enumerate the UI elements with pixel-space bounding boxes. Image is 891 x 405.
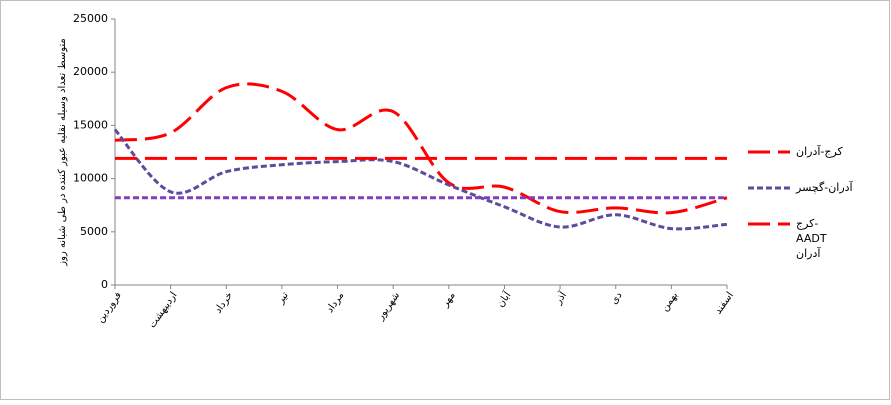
legend-label: آدران-گچسر [795, 180, 854, 194]
y-tick-label: 0 [101, 278, 108, 291]
legend-label: کرج-AADT آدران [796, 217, 827, 260]
y-tick-label: 15000 [73, 118, 108, 131]
series-line [114, 82, 728, 215]
y-tick-label: 20000 [73, 65, 108, 78]
y-tick-label: 10000 [73, 172, 108, 185]
series-line [113, 128, 728, 231]
y-tick-label: 25000 [73, 12, 108, 25]
y-axis-label: متوسط تعداد وسیله نقلیه عبور کننده در طی… [57, 38, 68, 266]
y-tick-label: 5000 [80, 225, 108, 238]
legend-label: کرج-آدران [796, 144, 844, 158]
